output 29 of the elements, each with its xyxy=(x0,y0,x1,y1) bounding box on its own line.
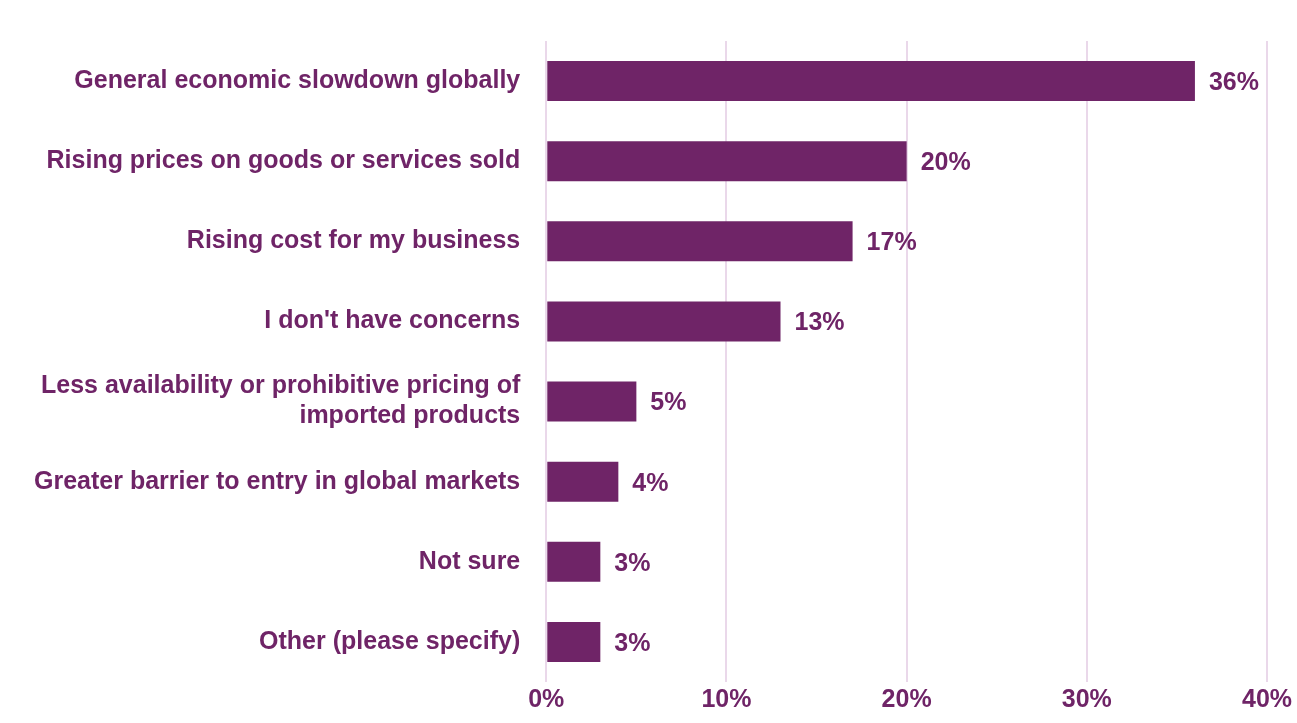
bar xyxy=(547,621,601,662)
x-tick-label: 0% xyxy=(528,683,565,712)
x-tick-label: 30% xyxy=(1061,683,1112,712)
y-tick-label: Rising cost for my business xyxy=(186,225,521,254)
bar xyxy=(547,461,619,502)
y-tick-label: Other (please specify) xyxy=(259,625,521,654)
data-label: 4% xyxy=(632,467,669,496)
bar xyxy=(547,221,853,262)
x-tick-label: 40% xyxy=(1241,683,1293,712)
data-label: 5% xyxy=(650,387,687,416)
y-tick-label: Greater barrier to entry in global markets xyxy=(34,465,521,494)
x-tick-label: 10% xyxy=(701,683,752,712)
y-tick-label: I don't have concerns xyxy=(264,305,521,334)
data-label: 3% xyxy=(614,547,651,576)
data-label: 17% xyxy=(866,227,917,256)
bar xyxy=(547,141,907,182)
y-tick-label: Less availability or prohibitive pricing of imported products xyxy=(41,370,521,429)
y-tick-label: General economic slowdown globally xyxy=(74,64,521,93)
bar xyxy=(547,541,601,582)
data-label: 3% xyxy=(614,627,651,656)
bar xyxy=(547,301,781,342)
y-tick-label: Rising prices on goods or services sold xyxy=(46,145,521,174)
data-label: 36% xyxy=(1208,66,1259,95)
data-label: 20% xyxy=(920,147,971,176)
bar xyxy=(547,61,1195,102)
bar xyxy=(547,381,637,422)
data-label: 13% xyxy=(794,307,845,336)
y-tick-label: Not sure xyxy=(418,545,521,574)
x-tick-label: 20% xyxy=(881,683,932,712)
